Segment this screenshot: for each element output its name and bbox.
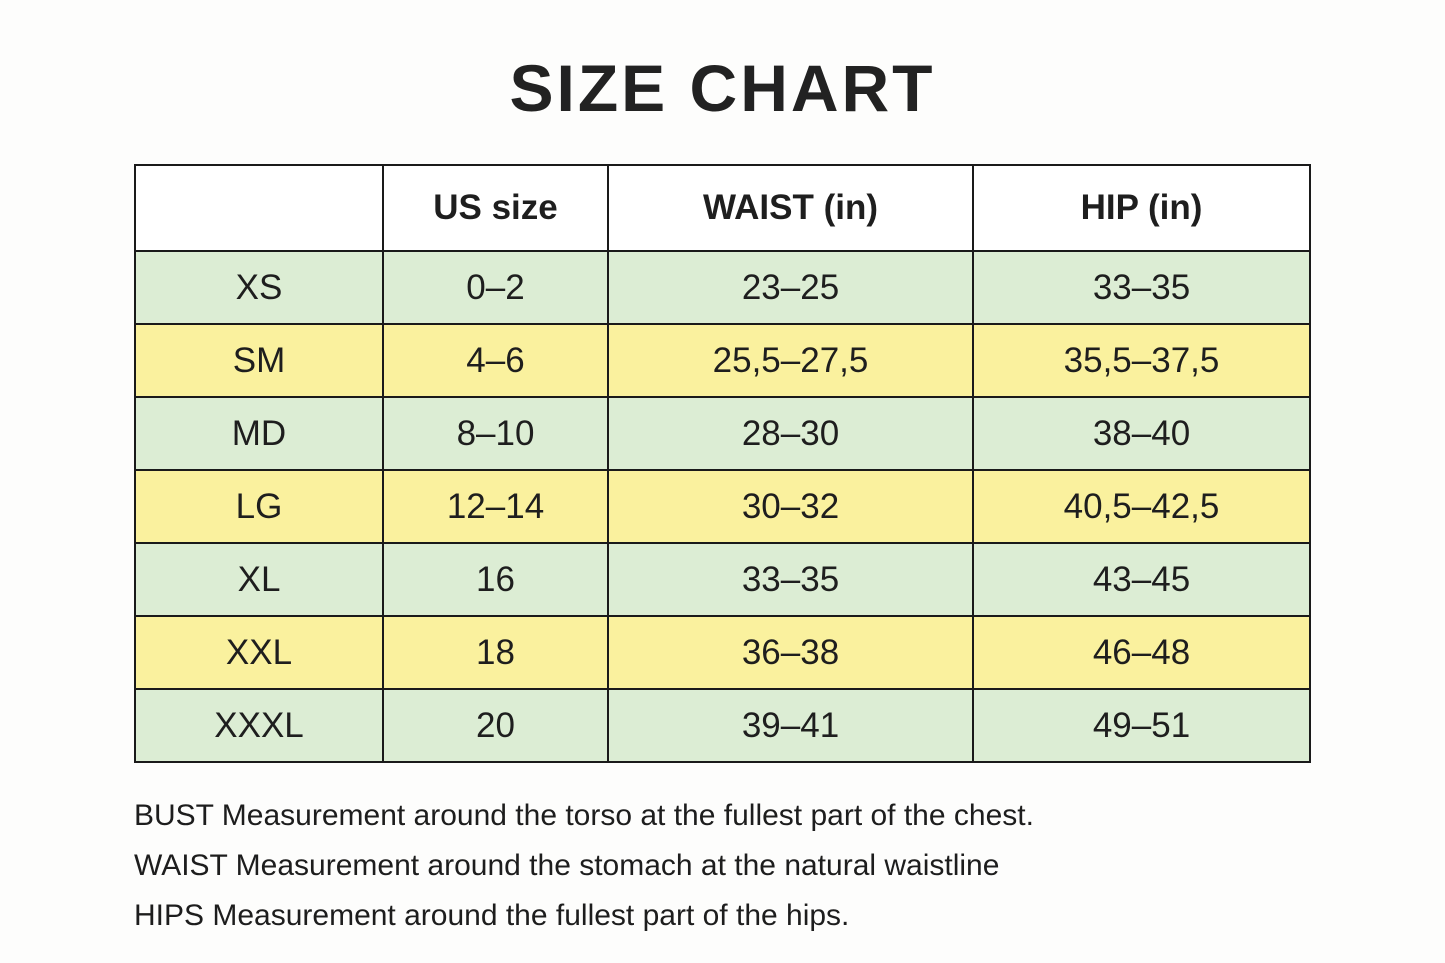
waist-cell: 28–30: [607, 396, 974, 471]
corner-blank-cell: [134, 164, 384, 252]
size-label-cell: MD: [134, 396, 384, 471]
size-table-body: XS 0–2 23–25 33–35 SM 4–6 25,5–27,5 35,5…: [134, 250, 1311, 763]
waist-cell: 39–41: [607, 688, 974, 763]
size-label-cell: XXL: [134, 615, 384, 690]
us-size-cell: 18: [382, 615, 609, 690]
table-row: MD 8–10 28–30 38–40: [134, 396, 1311, 471]
hip-cell: 38–40: [972, 396, 1311, 471]
header-row: US size WAIST (in) HIP (in): [134, 164, 1311, 252]
size-label-cell: LG: [134, 469, 384, 544]
size-table-header: US size WAIST (in) HIP (in): [134, 164, 1311, 252]
us-size-cell: 8–10: [382, 396, 609, 471]
table-row: XL 16 33–35 43–45: [134, 542, 1311, 617]
hip-header: HIP (in): [972, 164, 1311, 252]
us-size-cell: 16: [382, 542, 609, 617]
table-row: LG 12–14 30–32 40,5–42,5: [134, 469, 1311, 544]
hip-cell: 49–51: [972, 688, 1311, 763]
hip-cell: 35,5–37,5: [972, 323, 1311, 398]
size-label-cell: XS: [134, 250, 384, 325]
table-row: XXL 18 36–38 46–48: [134, 615, 1311, 690]
waist-cell: 23–25: [607, 250, 974, 325]
size-chart-table: US size WAIST (in) HIP (in) XS 0–2 23–25…: [134, 164, 1311, 763]
waist-cell: 25,5–27,5: [607, 323, 974, 398]
page-title: SIZE CHART: [509, 51, 936, 125]
waist-note: WAIST Measurement around the stomach at …: [134, 849, 1000, 882]
bust-note: BUST Measurement around the torso at the…: [134, 799, 1034, 832]
waist-cell: 36–38: [607, 615, 974, 690]
hip-cell: 43–45: [972, 542, 1311, 617]
us-size-cell: 0–2: [382, 250, 609, 325]
us-size-cell: 20: [382, 688, 609, 763]
us-size-cell: 12–14: [382, 469, 609, 544]
table-row: XXXL 20 39–41 49–51: [134, 688, 1311, 763]
table-row: SM 4–6 25,5–27,5 35,5–37,5: [134, 323, 1311, 398]
size-label-cell: SM: [134, 323, 384, 398]
table-row: XS 0–2 23–25 33–35: [134, 250, 1311, 325]
measurement-notes: BUST Measurement around the torso at the…: [134, 791, 1445, 941]
hip-cell: 33–35: [972, 250, 1311, 325]
hip-cell: 40,5–42,5: [972, 469, 1311, 544]
hips-note: HIPS Measurement around the fullest part…: [134, 899, 850, 932]
size-label-cell: XXXL: [134, 688, 384, 763]
size-label-cell: XL: [134, 542, 384, 617]
waist-header: WAIST (in): [607, 164, 974, 252]
us-size-cell: 4–6: [382, 323, 609, 398]
hip-cell: 46–48: [972, 615, 1311, 690]
waist-cell: 30–32: [607, 469, 974, 544]
waist-cell: 33–35: [607, 542, 974, 617]
us-size-header: US size: [382, 164, 609, 252]
